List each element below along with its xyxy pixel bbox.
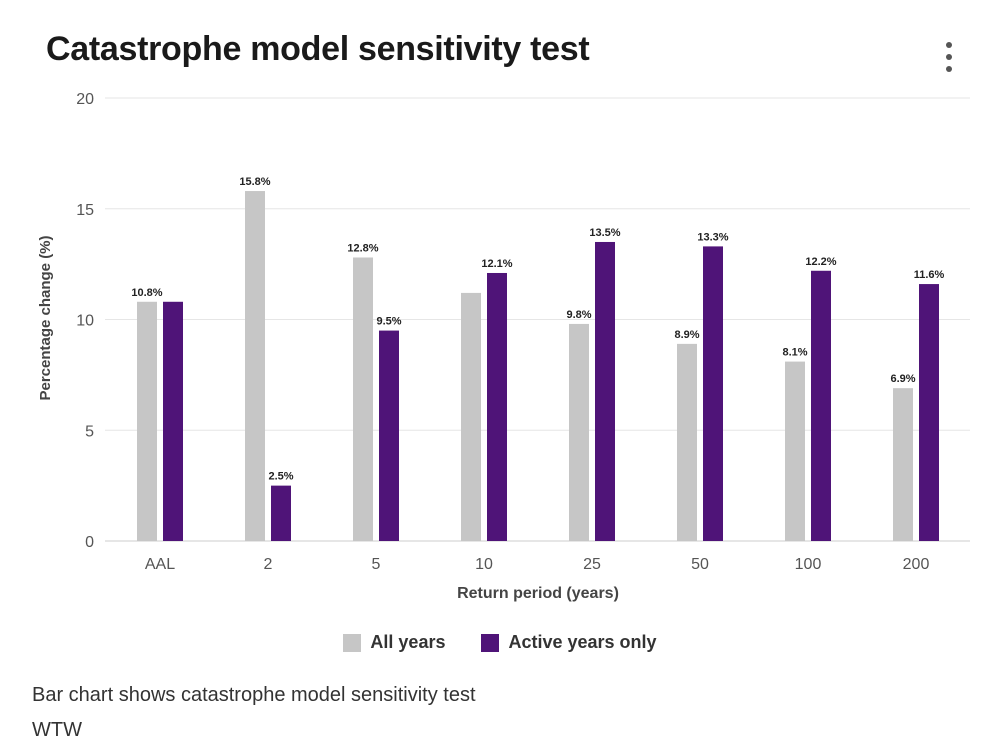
data-label-active-years: 2.5% [268, 471, 293, 483]
bar-all-years [245, 191, 265, 541]
x-tick-label: 100 [795, 556, 822, 573]
data-label-all-years: 10.8% [131, 287, 162, 299]
bar-all-years [785, 361, 805, 541]
chart-title: Catastrophe model sensitivity test [46, 30, 590, 68]
legend-item-all-years[interactable]: All years [343, 632, 445, 653]
chart-caption: Bar chart shows catastrophe model sensit… [32, 684, 476, 706]
y-axis-ticks: 0 5 10 15 20 [76, 91, 94, 551]
x-tick-label: 200 [903, 556, 930, 573]
grid-lines [105, 97, 970, 542]
y-tick-label: 20 [76, 91, 94, 108]
bar-active-years [487, 272, 507, 541]
legend-label-all-years: All years [370, 632, 446, 652]
bar-active-years [271, 485, 291, 541]
data-label-all-years: 15.8% [239, 176, 270, 188]
data-label-active-years: 13.5% [589, 227, 620, 239]
bar-all-years [893, 388, 913, 541]
x-tick-label: AAL [145, 556, 175, 573]
data-label-active-years: 12.2% [805, 256, 836, 268]
data-label-all-years: 8.9% [674, 329, 699, 341]
bar-all-years [353, 257, 373, 541]
x-axis-label: Return period (years) [457, 585, 619, 602]
y-tick-label: 10 [76, 313, 94, 330]
bars [137, 191, 939, 541]
x-tick-label: 25 [583, 556, 601, 573]
bar-all-years [677, 343, 697, 541]
x-tick-label: 10 [475, 556, 493, 573]
bar-active-years [703, 246, 723, 541]
bar-all-years [137, 301, 157, 541]
bar-active-years [595, 241, 615, 541]
bar-all-years [569, 323, 589, 541]
bar-all-years [461, 292, 481, 541]
y-tick-label: 5 [85, 423, 94, 440]
chart-legend: All years Active years only [0, 632, 1000, 653]
data-label-all-years: 12.8% [347, 242, 378, 254]
y-tick-label: 0 [85, 534, 94, 551]
data-label-active-years: 12.1% [481, 258, 512, 270]
data-label-active-years: 9.5% [376, 316, 401, 328]
legend-swatch-all-years [343, 633, 362, 652]
bar-active-years [379, 330, 399, 541]
chart-source: WTW [32, 719, 82, 741]
x-tick-label: 5 [372, 556, 381, 573]
bar-active-years [919, 284, 939, 541]
legend-swatch-active-years [481, 633, 500, 652]
x-tick-label: 2 [264, 556, 273, 573]
bar-chart: 0 5 10 15 20 10.8% 15.8% 2.5% 12.8% 9.5% 12.1% 9.8… [37, 91, 970, 602]
bar-active-years [811, 270, 831, 541]
more-options-button[interactable] [936, 40, 964, 78]
y-axis-label: Percentage change (%) [37, 235, 54, 400]
data-labels: 10.8% 15.8% 2.5% 12.8% 9.5% 12.1% 9.8% 13.5% 8.9… [131, 176, 944, 483]
legend-label-active-years: Active years only [508, 632, 657, 652]
data-label-active-years: 13.3% [697, 231, 728, 243]
data-label-all-years: 6.9% [890, 373, 915, 385]
more-vertical-icon-dot [946, 54, 952, 60]
bar-active-years [163, 301, 183, 541]
x-axis-ticks: AAL 2 5 10 25 50 100 200 [145, 556, 930, 573]
more-vertical-icon [946, 42, 952, 48]
x-tick-label: 50 [691, 556, 709, 573]
y-tick-label: 15 [76, 202, 94, 219]
more-vertical-icon-dot [946, 66, 952, 72]
legend-item-active-years[interactable]: Active years only [481, 632, 657, 653]
data-label-active-years: 11.6% [914, 269, 945, 281]
data-label-all-years: 9.8% [566, 309, 591, 321]
data-label-all-years: 8.1% [782, 347, 807, 359]
